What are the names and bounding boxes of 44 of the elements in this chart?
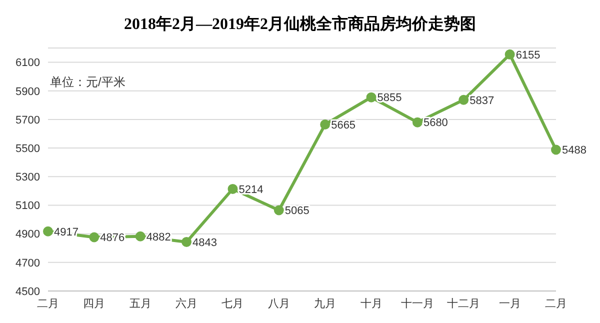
y-tick-label: 4700 — [16, 257, 40, 270]
x-tick-label: 二月 — [37, 298, 59, 310]
point — [274, 205, 284, 216]
data-label: 5665 — [331, 119, 356, 132]
data-label: 5488 — [562, 144, 586, 157]
x-tick-label: 十月 — [360, 296, 382, 310]
x-tick-label: 六月 — [176, 296, 198, 310]
x-tick-label: 十二月 — [447, 296, 480, 310]
annotation: 单位：元/平米 — [50, 74, 126, 91]
point — [504, 49, 515, 60]
x-tick-label: 四月 — [83, 298, 106, 310]
point — [182, 236, 192, 247]
x-tick-label: 二月 — [545, 298, 567, 310]
point — [412, 117, 422, 128]
point — [89, 232, 100, 242]
y-tick-label: 5700 — [16, 114, 40, 126]
data-label: 5855 — [377, 92, 402, 104]
x-tick-label: 十一月 — [400, 296, 434, 310]
point — [320, 119, 330, 130]
x-tick-label: 七月 — [222, 296, 244, 310]
x-tick-label: 八月 — [268, 298, 290, 310]
point — [135, 231, 146, 242]
data-label: 5680 — [423, 117, 448, 130]
y-tick-label: 5300 — [16, 172, 40, 184]
point — [551, 144, 561, 155]
chart-title: 2018年2月—2019年2月仙桃全市商品房均价走势图 — [123, 14, 477, 35]
data-label: 5065 — [284, 205, 310, 218]
y-tick-label: 6100 — [16, 57, 40, 70]
y-tick-label: 5500 — [16, 142, 40, 155]
data-label: 5837 — [470, 94, 494, 107]
data-label: 6155 — [516, 49, 540, 62]
point — [43, 226, 53, 236]
x-tick-label: 一月 — [498, 298, 521, 310]
point — [366, 92, 376, 102]
data-label: 5214 — [238, 184, 264, 196]
y-tick-label: 4900 — [16, 228, 40, 241]
point — [458, 94, 469, 105]
y-tick-label: 5900 — [16, 86, 40, 98]
x-tick-label: 九月 — [314, 296, 336, 310]
point — [228, 184, 238, 194]
data-label: 4843 — [192, 236, 218, 249]
x-tick-label: 五月 — [129, 298, 152, 310]
y-tick-label: 5100 — [16, 200, 40, 212]
y-tick-label: 4500 — [16, 286, 40, 298]
